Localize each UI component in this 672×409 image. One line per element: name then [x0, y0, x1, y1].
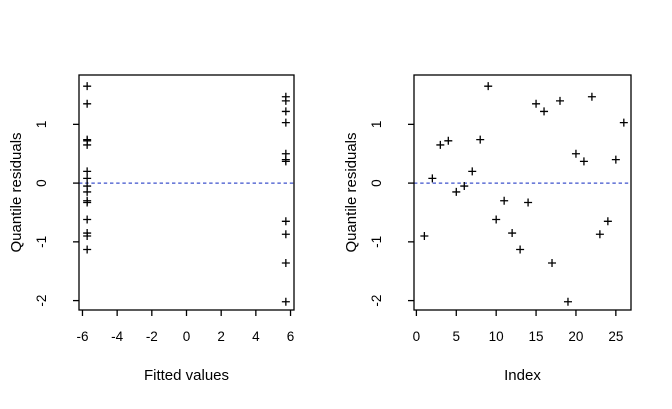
data-point-plus	[281, 107, 290, 116]
data-point-plus	[281, 92, 290, 101]
data-point-plus	[603, 217, 612, 226]
data-points	[83, 82, 290, 306]
x-axis-label: Fitted values	[144, 367, 229, 384]
x-tick-label: 2	[217, 329, 225, 344]
data-point-plus	[83, 229, 92, 238]
x-tick-label: -4	[111, 329, 123, 344]
x-tick-label: 15	[529, 329, 544, 344]
x-tick-label: -2	[146, 329, 158, 344]
data-point-plus	[444, 136, 453, 145]
data-point-plus	[540, 107, 549, 116]
x-tick-label: 4	[252, 329, 260, 344]
data-point-plus	[281, 230, 290, 239]
data-point-plus	[524, 198, 533, 207]
y-tick-label: -1	[34, 236, 49, 248]
y-tick-label: -2	[34, 295, 49, 307]
x-tick-label: -6	[76, 329, 88, 344]
data-point-plus	[83, 198, 92, 207]
data-point-plus	[555, 96, 564, 105]
data-point-plus	[508, 229, 517, 238]
data-point-plus	[548, 259, 557, 267]
data-point-plus	[452, 187, 461, 196]
data-point-plus	[460, 182, 469, 191]
y-tick-label: -1	[369, 236, 384, 248]
data-points	[420, 82, 628, 306]
x-tick-label: 20	[568, 329, 583, 344]
data-point-plus	[532, 99, 541, 108]
y-tick-label: -2	[369, 295, 384, 307]
data-point-plus	[83, 99, 92, 108]
x-tick-label: 5	[453, 329, 461, 344]
data-point-plus	[428, 174, 437, 183]
data-point-plus	[500, 196, 509, 205]
data-point-plus	[83, 135, 92, 144]
data-point-plus	[281, 118, 290, 127]
x-tick-label: 25	[608, 329, 623, 344]
y-tick-label: 1	[369, 121, 384, 129]
x-tick-label: 6	[287, 329, 295, 344]
data-point-plus	[476, 135, 485, 144]
data-point-plus	[281, 259, 290, 267]
plot-box	[413, 74, 632, 311]
data-point-plus	[619, 118, 628, 127]
x-tick-label: 10	[489, 329, 504, 344]
panel-residuals-vs-fitted: -6 -4 -2 0 2 4 6 -2 -1 0 1 Fitted values Quantile re…	[8, 74, 295, 384]
y-tick-label: 0	[34, 179, 49, 187]
data-point-plus	[595, 230, 604, 239]
data-point-plus	[83, 167, 92, 176]
data-point-plus	[611, 155, 620, 164]
y-axis-label: Quantile residuals	[8, 132, 25, 252]
data-point-plus	[83, 174, 92, 183]
data-point-plus	[281, 155, 290, 164]
data-point-plus	[436, 140, 445, 149]
y-axis-label: Quantile residuals	[343, 132, 360, 252]
data-point-plus	[571, 149, 580, 158]
x-tick-label: 0	[413, 329, 421, 344]
data-point-plus	[83, 82, 92, 91]
data-point-plus	[579, 157, 588, 166]
panel-residuals-vs-index: 0 5 10 15 20 25 -2 -1 0 1 Index Quantile residuals	[343, 74, 632, 384]
data-point-plus	[484, 82, 493, 91]
data-point-plus	[492, 215, 501, 224]
data-point-plus	[516, 245, 525, 254]
data-point-plus	[468, 167, 477, 176]
x-axis-label: Index	[504, 367, 541, 384]
data-point-plus	[83, 245, 92, 254]
data-point-plus	[420, 231, 429, 240]
plot-box	[78, 74, 295, 311]
data-point-plus	[563, 297, 572, 306]
data-point-plus	[83, 182, 92, 191]
y-tick-label: 1	[34, 121, 49, 129]
data-point-plus	[281, 217, 290, 226]
data-point-plus	[281, 297, 290, 306]
y-tick-label: 0	[369, 179, 384, 187]
x-tick-label: 0	[183, 329, 191, 344]
data-point-plus	[587, 92, 596, 101]
data-point-plus	[83, 215, 92, 224]
